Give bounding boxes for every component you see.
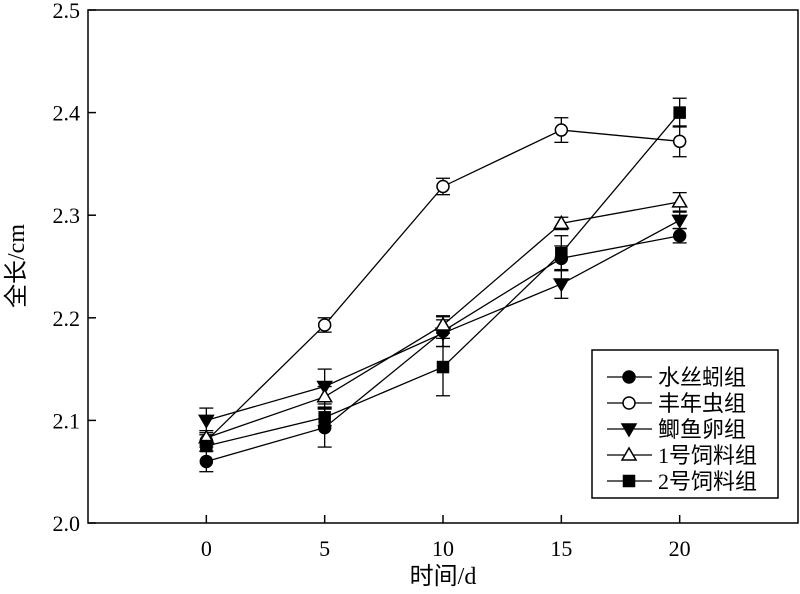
data-point — [200, 439, 213, 453]
x-tick-label: 15 — [550, 536, 572, 561]
data-point — [553, 214, 570, 230]
series-5 — [199, 97, 687, 453]
x-axis-title: 时间/d — [410, 563, 477, 590]
y-tick-label: 2.1 — [53, 408, 81, 433]
legend-label: 1号饲料组 — [658, 443, 757, 468]
legend-marker — [622, 396, 636, 410]
data-point — [671, 214, 688, 229]
legend-marker — [620, 423, 638, 438]
y-axis: 2.0 2.1 2.2 2.3 2.4 2.5 — [53, 0, 96, 536]
legend-marker — [622, 474, 636, 488]
legend-label: 2号饲料组 — [658, 469, 757, 494]
data-point — [317, 318, 332, 332]
x-tick-label: 10 — [432, 536, 454, 561]
legend-label: 鲫鱼卵组 — [658, 417, 746, 442]
legend-marker — [622, 370, 636, 384]
legend-item: 水丝蚓组 — [607, 365, 746, 390]
data-point — [555, 246, 568, 260]
data-point — [672, 228, 687, 243]
legend-label: 水丝蚓组 — [658, 365, 746, 390]
legend-marker — [620, 446, 638, 461]
series-4 — [198, 191, 688, 446]
y-tick-label: 2.4 — [53, 101, 81, 126]
data-point — [436, 179, 450, 194]
y-tick-label: 2.3 — [53, 203, 81, 228]
data-point — [673, 106, 686, 119]
data-point — [434, 316, 452, 331]
x-tick-label: 5 — [319, 536, 330, 561]
data-point — [671, 193, 688, 208]
x-tick-label: 20 — [669, 536, 691, 561]
y-axis-title: 全长/cm — [3, 224, 30, 308]
data-point — [198, 414, 215, 429]
legend-item: 丰年虫组 — [607, 391, 746, 416]
data-point — [318, 411, 331, 424]
x-axis: 0 5 10 15 20 — [201, 515, 691, 561]
y-tick-label: 2.2 — [53, 306, 81, 331]
data-point — [554, 123, 569, 137]
data-point — [553, 278, 570, 293]
legend-item: 1号饲料组 — [607, 443, 757, 468]
series-layer — [198, 97, 688, 473]
y-tick-label: 2.0 — [53, 511, 81, 536]
legend-item: 鲫鱼卵组 — [607, 417, 746, 442]
data-point — [436, 360, 450, 374]
data-point — [672, 134, 687, 149]
y-tick-label: 2.5 — [53, 0, 81, 23]
data-point — [316, 388, 333, 403]
data-point — [199, 454, 214, 469]
legend-label: 丰年虫组 — [658, 391, 746, 416]
x-tick-label: 0 — [201, 536, 212, 561]
legend-item: 2号饲料组 — [607, 469, 757, 494]
